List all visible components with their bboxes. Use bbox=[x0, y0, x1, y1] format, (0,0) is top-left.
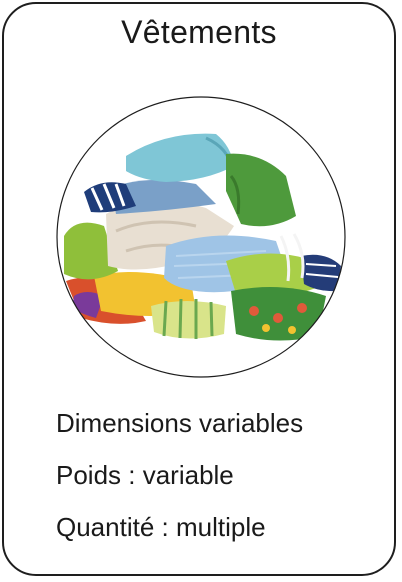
quantity-text: Quantité : multiple bbox=[56, 512, 266, 542]
clothes-image bbox=[56, 96, 346, 378]
item-card: Vêtements bbox=[2, 2, 396, 576]
weight-text: Poids : variable bbox=[56, 460, 234, 490]
clothes-pile-icon bbox=[57, 97, 345, 377]
card-title: Vêtements bbox=[121, 14, 277, 50]
dimensions-text: Dimensions variables bbox=[56, 408, 304, 438]
